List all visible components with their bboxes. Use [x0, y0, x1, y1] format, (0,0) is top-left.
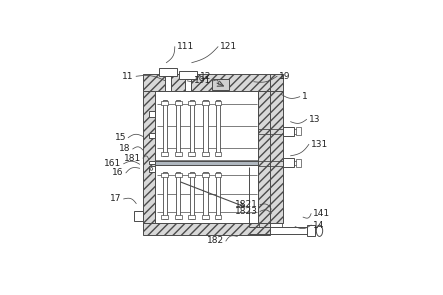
Text: 19: 19: [279, 72, 291, 81]
Bar: [175, 215, 182, 219]
Text: 18: 18: [119, 145, 131, 153]
Bar: [143, 74, 270, 91]
Text: 11: 11: [122, 72, 134, 81]
Bar: [175, 101, 182, 105]
Text: 111: 111: [177, 42, 194, 51]
Bar: [188, 152, 195, 156]
Text: 182: 182: [206, 237, 224, 245]
Bar: [270, 91, 283, 223]
Bar: [161, 215, 168, 219]
Text: 1821: 1821: [235, 200, 258, 209]
Text: 14: 14: [313, 221, 325, 230]
Bar: [149, 161, 155, 164]
Bar: [185, 79, 191, 91]
Bar: [214, 173, 222, 177]
Bar: [214, 101, 222, 105]
Bar: [283, 158, 294, 168]
Bar: [188, 101, 195, 105]
Text: 1823: 1823: [235, 207, 258, 216]
Bar: [216, 172, 220, 219]
Bar: [155, 161, 258, 165]
Bar: [307, 225, 315, 236]
Bar: [188, 215, 195, 219]
Bar: [143, 223, 270, 235]
Bar: [296, 127, 301, 135]
Bar: [161, 173, 168, 177]
Bar: [143, 91, 155, 223]
Bar: [202, 215, 209, 219]
Bar: [163, 100, 167, 156]
Bar: [164, 76, 171, 91]
Bar: [134, 212, 143, 221]
Circle shape: [150, 168, 153, 170]
Bar: [149, 166, 155, 172]
Bar: [203, 100, 207, 156]
Bar: [203, 172, 207, 219]
Text: 13: 13: [309, 115, 320, 124]
Bar: [283, 127, 294, 136]
Text: 16: 16: [112, 168, 124, 177]
Bar: [296, 159, 301, 167]
Bar: [163, 172, 167, 219]
Bar: [214, 215, 222, 219]
Bar: [216, 100, 220, 156]
Bar: [175, 173, 182, 177]
Text: 191: 191: [194, 76, 211, 85]
Bar: [190, 100, 194, 156]
Bar: [176, 100, 180, 156]
Bar: [258, 91, 270, 223]
Bar: [155, 91, 258, 223]
Bar: [270, 74, 283, 91]
Bar: [161, 152, 168, 156]
Bar: [149, 133, 155, 138]
Bar: [202, 101, 209, 105]
Bar: [190, 172, 194, 219]
Text: 1: 1: [302, 92, 308, 101]
Text: 121: 121: [220, 42, 237, 51]
Bar: [214, 152, 222, 156]
Text: 181: 181: [124, 154, 141, 163]
Text: 161: 161: [104, 159, 121, 168]
Text: 15: 15: [114, 133, 126, 142]
Bar: [175, 152, 182, 156]
Bar: [161, 101, 168, 105]
Bar: [149, 111, 155, 117]
Text: 12: 12: [200, 72, 211, 81]
Bar: [176, 172, 180, 219]
Bar: [159, 68, 177, 76]
Bar: [212, 79, 229, 90]
Bar: [202, 173, 209, 177]
Bar: [188, 173, 195, 177]
Ellipse shape: [316, 225, 323, 236]
Bar: [179, 71, 197, 79]
Text: 17: 17: [110, 194, 121, 204]
Bar: [202, 152, 209, 156]
Text: 141: 141: [313, 209, 330, 218]
Text: 131: 131: [311, 140, 328, 149]
